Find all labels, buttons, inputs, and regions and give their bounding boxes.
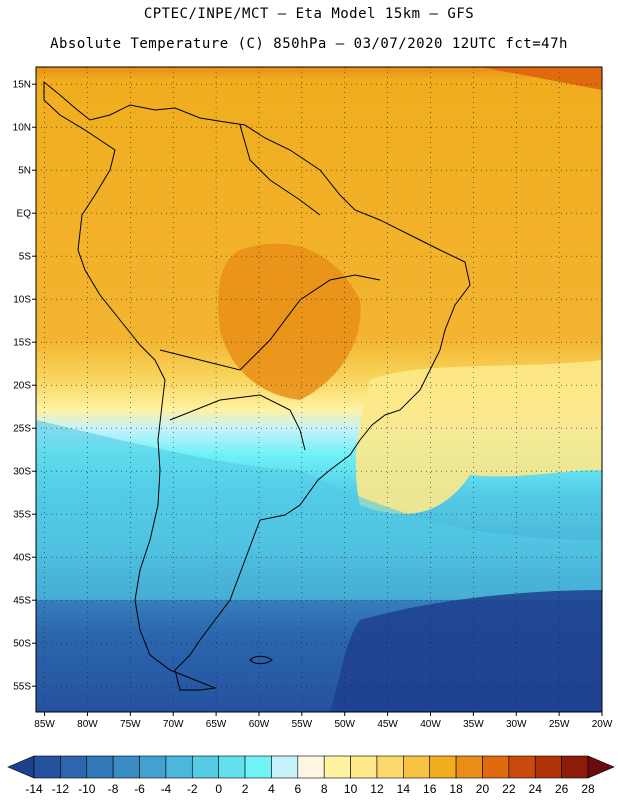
colorbar-swatch (165, 755, 193, 779)
colorbar-tick-label: -4 (161, 782, 172, 796)
colorbar-swatch (561, 755, 589, 779)
colorbar-tick-label: 26 (555, 782, 569, 796)
country-border (239, 124, 321, 216)
colorbar-tick-label: 12 (370, 782, 384, 796)
colorbar-tick-label: 20 (476, 782, 490, 796)
lat-tick-label: EQ (17, 209, 32, 220)
lat-tick-label: 10S (13, 295, 31, 306)
cool-midlatitude-band (36, 420, 602, 600)
colorbar-tick-label: 6 (294, 782, 301, 796)
warm-atlantic-tongue (355, 360, 602, 514)
colorbar-tick-label: -8 (108, 782, 119, 796)
lon-tick-label: 20W (592, 719, 613, 730)
colorbar-tick-label: 18 (449, 782, 463, 796)
colorbar-swatch (112, 755, 140, 779)
colorbar-swatch (508, 755, 536, 779)
colorbar-tick-label: -14 (25, 782, 43, 796)
lon-tick-label: 25W (549, 719, 570, 730)
lon-tick-label: 55W (292, 719, 313, 730)
lon-tick-label: 60W (249, 719, 270, 730)
colorbar-swatch (376, 755, 404, 779)
colorbar-tick-label: 22 (502, 782, 516, 796)
lon-tick-label: 30W (506, 719, 527, 730)
lon-tick-label: 70W (163, 719, 184, 730)
lat-ticks: 15N 10N 5N EQ 5S 10S 15S 20S 25S 30S 35S 40S 45S 50S 5… (13, 80, 36, 693)
colorbar-tick-label: 2 (242, 782, 249, 796)
colorbar-swatch (244, 755, 272, 779)
colorbar-swatch (323, 755, 351, 779)
colorbar-tick-label: -10 (78, 782, 96, 796)
lon-tick-label: 65W (206, 719, 227, 730)
lat-tick-label: 10N (13, 123, 31, 134)
lon-tick-label: 45W (377, 719, 398, 730)
colorbar-tick-label: 24 (529, 782, 543, 796)
lon-tick-label: 80W (77, 719, 98, 730)
lat-tick-label: 15N (13, 80, 31, 91)
colorbar-swatch (271, 755, 299, 779)
country-border (169, 394, 306, 451)
falkland-islands (249, 655, 273, 665)
colorbar-tick-label: 10 (344, 782, 358, 796)
lat-tick-label: 35S (13, 510, 31, 521)
lat-tick-label: 45S (13, 596, 31, 607)
temperature-field (36, 67, 602, 712)
warm-top-right-region (480, 67, 602, 90)
lat-tick-label: 5N (18, 166, 31, 177)
colorbar-tick-label: -6 (134, 782, 145, 796)
colorbar-swatch (218, 755, 246, 779)
colorbar-swatch (534, 755, 562, 779)
lat-tick-label: 30S (13, 467, 31, 478)
colorbar-swatch (455, 755, 483, 779)
cold-southern-region (330, 590, 602, 712)
colorbar-swatch (350, 755, 378, 779)
colorbar-swatch (429, 755, 457, 779)
lat-tick-label: 15S (13, 338, 31, 349)
lon-tick-label: 85W (34, 719, 55, 730)
lat-tick-label: 25S (13, 424, 31, 435)
lat-tick-label: 20S (13, 381, 31, 392)
colorbar-high-arrow (587, 755, 615, 779)
colorbar-swatch (482, 755, 510, 779)
colorbar-swatch (297, 755, 325, 779)
colorbar-tick-label: 14 (397, 782, 411, 796)
colorbar-swatch (86, 755, 114, 779)
colorbar-swatch (60, 755, 88, 779)
country-border (159, 274, 381, 371)
colorbar-swatch (33, 755, 61, 779)
colorbar-tick-label: 4 (268, 782, 275, 796)
lon-ticks: 85W 80W 75W 70W 65W 60W 55W 50W 45W 40W 35W 30W 25W 2… (34, 712, 613, 730)
colorbar-swatch (191, 755, 219, 779)
map-frame (35, 66, 603, 713)
colorbar-tick-label: 8 (321, 782, 328, 796)
lat-tick-label: 55S (13, 682, 31, 693)
colorbar-tick-label: 0 (215, 782, 222, 796)
lon-tick-label: 75W (120, 719, 141, 730)
lon-tick-label: 35W (463, 719, 484, 730)
map-title-line-1: CPTEC/INPE/MCT – Eta Model 15km – GFS (143, 6, 475, 22)
colorbar-low-arrow (7, 755, 35, 779)
lon-tick-label: 50W (334, 719, 355, 730)
colorbar-tick-label: 28 (581, 782, 595, 796)
colorbar: -14 -12 -10 -8 -6 -4 -2 0 2 4 6 8 10 12 14 16 18 20 22 24 26… (7, 755, 615, 796)
colorbar-tick-label: 16 (423, 782, 437, 796)
colorbar-swatch (403, 755, 431, 779)
map-title-line-2: Absolute Temperature (C) 850hPa – 03/07/… (50, 36, 568, 52)
lat-tick-label: 40S (13, 553, 31, 564)
lat-tick-label: 5S (19, 252, 32, 263)
temperature-map: 15N 10N 5N EQ 5S 10S 15S 20S 25S 30S 35S 40S 45S 50S 5… (13, 66, 613, 730)
lon-tick-label: 40W (420, 719, 441, 730)
continent-outline (43, 80, 471, 691)
colorbar-tick-label: -12 (52, 782, 70, 796)
colorbar-tick-label: -2 (187, 782, 198, 796)
colorbar-swatch (139, 755, 167, 779)
lat-tick-label: 50S (13, 639, 31, 650)
